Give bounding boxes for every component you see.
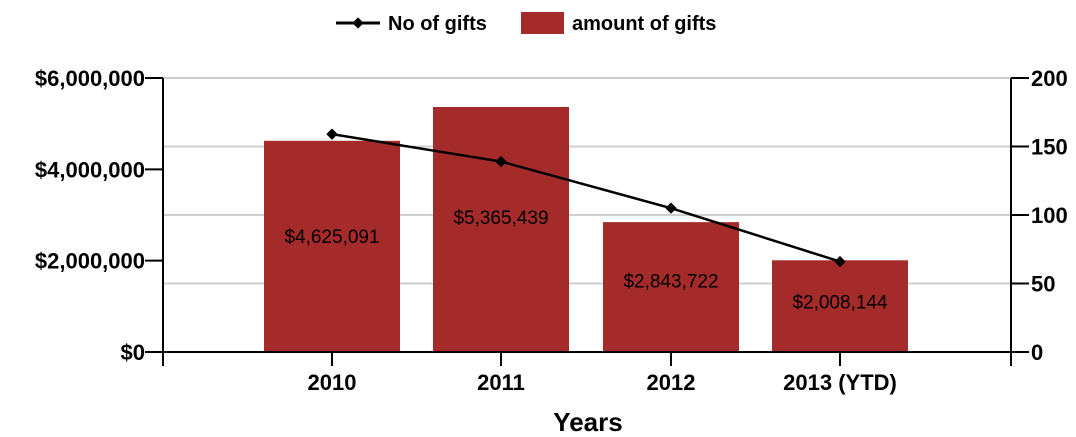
y-right-tick-label: 50 bbox=[1031, 272, 1055, 297]
line-point bbox=[665, 202, 677, 214]
bar bbox=[433, 106, 569, 352]
y-right-tick-label: 0 bbox=[1031, 340, 1043, 365]
legend-label-no-of-gifts: No of gifts bbox=[388, 13, 487, 35]
y-left-tick-label: $0 bbox=[121, 340, 145, 365]
axes bbox=[145, 77, 1029, 366]
x-tick-label: 2012 bbox=[647, 370, 696, 395]
labels: $4,625,091 $5,365,439 $2,843,722 $2,008,144… bbox=[35, 66, 1068, 395]
line-point bbox=[495, 155, 507, 168]
legend-bar-swatch bbox=[521, 12, 564, 34]
y-right-tick-label: 100 bbox=[1031, 203, 1068, 228]
x-tick-label: 2013 (YTD) bbox=[783, 370, 897, 395]
x-tick-label: 2010 bbox=[308, 370, 357, 395]
bars bbox=[264, 106, 908, 352]
bar-data-label: $5,365,439 bbox=[453, 208, 548, 229]
y-left-tick-label: $4,000,000 bbox=[35, 157, 145, 182]
y-left-tick-label: $2,000,000 bbox=[35, 249, 145, 274]
legend-diamond-icon bbox=[352, 17, 364, 29]
legend-label-amount-of-gifts: amount of gifts bbox=[572, 13, 716, 35]
y-right-tick-label: 200 bbox=[1031, 66, 1068, 91]
legend: No of gifts amount of gifts bbox=[336, 12, 716, 35]
y-left-tick-label: $6,000,000 bbox=[35, 66, 145, 91]
y-right-tick-label: 150 bbox=[1031, 135, 1068, 160]
x-tick-label: 2011 bbox=[477, 370, 525, 395]
bar-data-label: $4,625,091 bbox=[284, 227, 379, 248]
bar bbox=[603, 222, 739, 352]
x-axis-title: Years bbox=[553, 407, 622, 437]
no-of-gifts-line bbox=[331, 132, 841, 263]
bar-data-label: $2,843,722 bbox=[623, 272, 718, 293]
line-series bbox=[326, 128, 846, 268]
bar bbox=[772, 260, 908, 352]
bar-data-label: $2,008,144 bbox=[792, 293, 888, 314]
line-point bbox=[834, 255, 846, 268]
bar bbox=[264, 140, 400, 352]
line-point bbox=[326, 128, 338, 140]
